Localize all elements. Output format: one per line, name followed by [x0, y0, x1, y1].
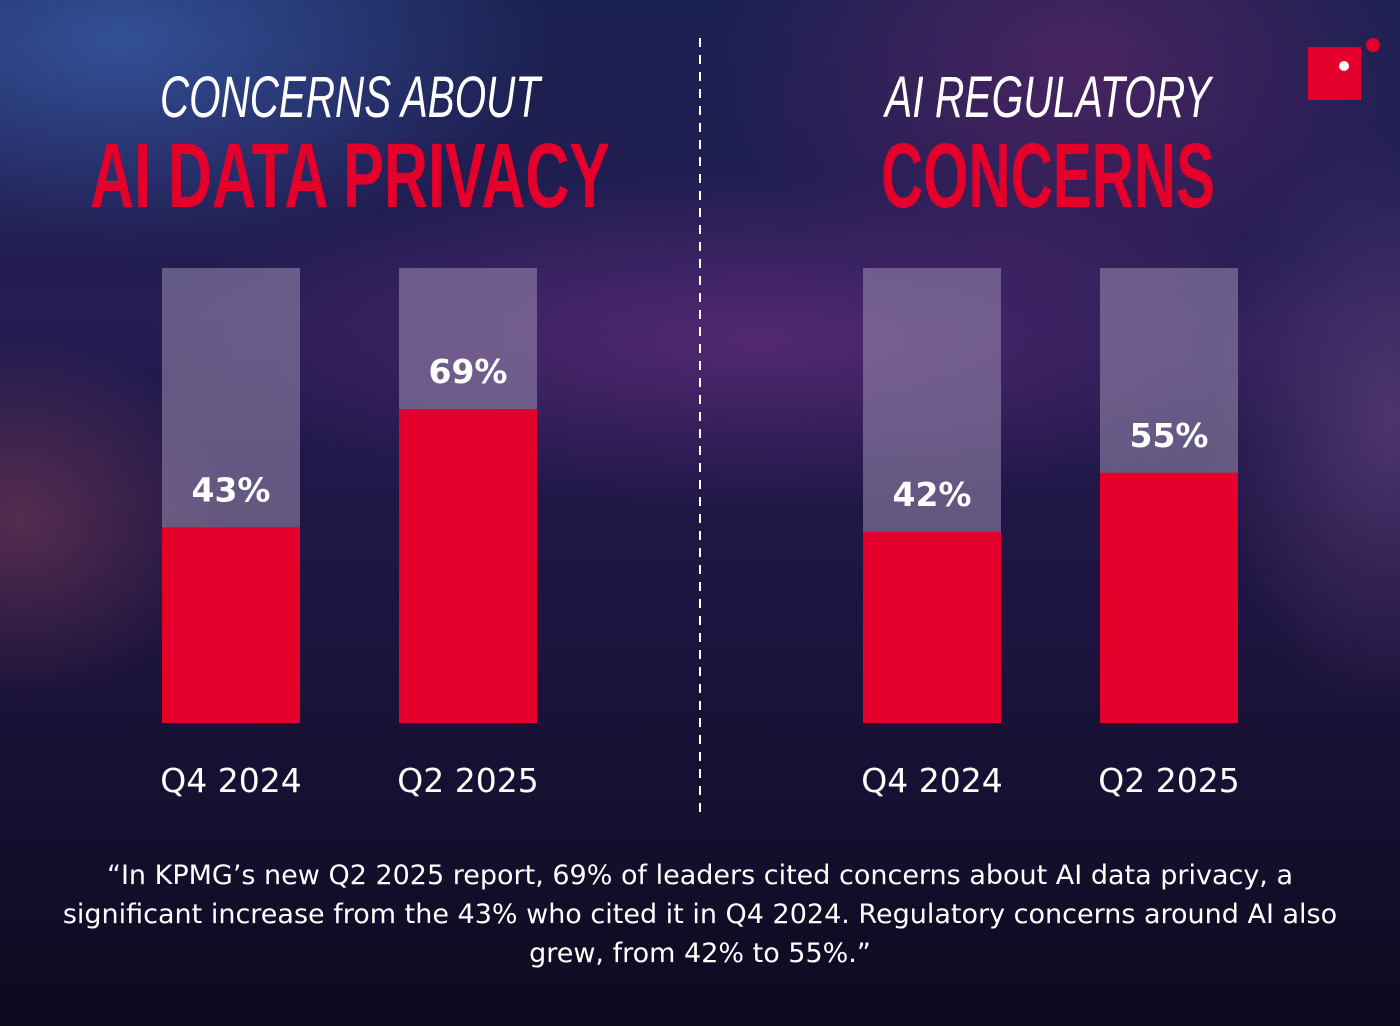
bar-value: [399, 409, 537, 723]
category-label: Q4 2024: [160, 761, 301, 800]
category-label: Q2 2025: [397, 761, 538, 800]
bar-value: [1100, 472, 1238, 723]
bar-value-label: 55%: [1130, 416, 1209, 455]
chart-title-line-1: CONCERNS ABOUT: [160, 65, 542, 130]
logo-outer-dot: [1366, 38, 1380, 52]
report-quote: “In KPMG’s new Q2 2025 report, 69% of le…: [62, 860, 1338, 969]
category-label: Q2 2025: [1098, 761, 1239, 800]
logo-inner-dot: [1339, 61, 1349, 71]
chart-title-line-2: AI DATA PRIVACY: [90, 125, 610, 227]
bar-value-label: 42%: [893, 475, 972, 514]
chart-title-line-1: AI REGULATORY: [883, 65, 1214, 130]
chart-title-line-2: CONCERNS: [881, 125, 1215, 227]
bar-value: [863, 531, 1001, 723]
bar-value: [162, 527, 300, 723]
category-label: Q4 2024: [861, 761, 1002, 800]
brand-square-dot-icon: [1308, 47, 1361, 100]
bar-value-label: 69%: [429, 352, 508, 391]
bar-value-label: 43%: [192, 470, 271, 509]
